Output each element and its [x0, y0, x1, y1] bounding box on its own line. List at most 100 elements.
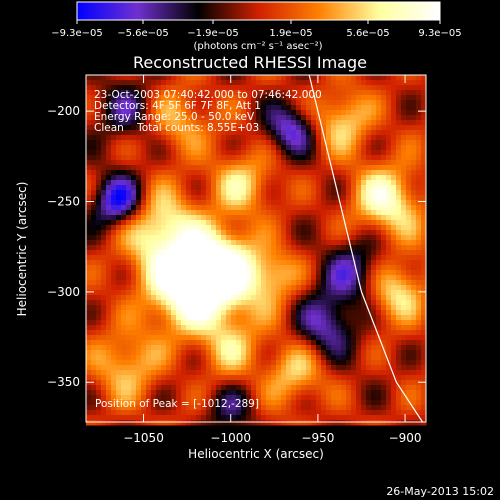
heatmap-cell	[381, 165, 387, 171]
heatmap-cell	[266, 265, 272, 271]
heatmap-cell	[136, 370, 142, 376]
heatmap-cell	[326, 230, 332, 236]
heatmap-cell	[361, 210, 367, 216]
heatmap-cell	[196, 285, 202, 291]
heatmap-cell	[216, 100, 222, 106]
heatmap-cell	[156, 130, 162, 136]
heatmap-cell	[256, 345, 262, 351]
heatmap-cell	[381, 170, 387, 176]
heatmap-cell	[416, 95, 422, 101]
heatmap-cell	[111, 280, 117, 286]
heatmap-cell	[231, 320, 237, 326]
heatmap-cell	[396, 135, 402, 141]
heatmap-cell	[131, 110, 137, 116]
heatmap-cell	[391, 365, 397, 371]
heatmap-cell	[276, 150, 282, 156]
heatmap-cell	[406, 320, 412, 326]
heatmap-cell	[141, 375, 147, 381]
heatmap-cell	[236, 215, 242, 221]
heatmap-cell	[131, 380, 137, 386]
heatmap-cell	[101, 420, 107, 426]
heatmap-cell	[206, 100, 212, 106]
heatmap-cell	[166, 80, 172, 86]
heatmap-cell	[241, 175, 247, 181]
heatmap-cell	[91, 235, 97, 241]
heatmap-cell	[276, 350, 282, 356]
heatmap-cell	[156, 180, 162, 186]
heatmap-cell	[251, 390, 257, 396]
heatmap-cell	[126, 280, 132, 286]
heatmap-cell	[401, 210, 407, 216]
heatmap-cell	[376, 90, 382, 96]
heatmap-cell	[151, 215, 157, 221]
heatmap-cell	[131, 185, 137, 191]
heatmap-cell	[256, 340, 262, 346]
heatmap-cell	[331, 190, 337, 196]
heatmap-cell	[86, 275, 92, 281]
heatmap-cell	[136, 180, 142, 186]
heatmap-cell	[301, 305, 307, 311]
heatmap-cell	[166, 245, 172, 251]
heatmap-cell	[151, 235, 157, 241]
heatmap-cell	[286, 150, 292, 156]
heatmap-cell	[206, 165, 212, 171]
heatmap-cell	[286, 355, 292, 361]
heatmap-cell	[146, 245, 152, 251]
heatmap-cell	[111, 390, 117, 396]
heatmap-cell	[156, 305, 162, 311]
heatmap-cell	[186, 220, 192, 226]
heatmap-cell	[326, 110, 332, 116]
heatmap-cell	[106, 405, 112, 411]
heatmap-cell	[361, 230, 367, 236]
heatmap-cell	[236, 235, 242, 241]
heatmap-cell	[241, 205, 247, 211]
heatmap-cell	[311, 155, 317, 161]
heatmap-cell	[251, 190, 257, 196]
heatmap-cell	[101, 205, 107, 211]
heatmap-cell	[191, 295, 197, 301]
heatmap-cell	[291, 325, 297, 331]
heatmap-cell	[146, 185, 152, 191]
heatmap-cell	[376, 415, 382, 421]
heatmap-cell	[251, 270, 257, 276]
heatmap-cell	[396, 360, 402, 366]
heatmap-cell	[231, 85, 237, 91]
heatmap-cell	[411, 365, 417, 371]
heatmap-cell	[336, 410, 342, 416]
heatmap-cell	[101, 130, 107, 136]
heatmap-cell	[346, 180, 352, 186]
heatmap-cell	[91, 100, 97, 106]
heatmap-cell	[116, 110, 122, 116]
heatmap-cell	[406, 250, 412, 256]
heatmap-cell	[131, 390, 137, 396]
heatmap-cell	[376, 160, 382, 166]
heatmap-cell	[366, 395, 372, 401]
heatmap-cell	[106, 185, 112, 191]
heatmap-cell	[91, 130, 97, 136]
heatmap-cell	[91, 340, 97, 346]
heatmap-cell	[221, 330, 227, 336]
heatmap-cell	[421, 305, 427, 311]
heatmap-cell	[216, 235, 222, 241]
heatmap-cell	[256, 250, 262, 256]
heatmap-cell	[181, 170, 187, 176]
colorbar-tick-label: −1.9e−05	[187, 28, 239, 39]
heatmap-cell	[366, 90, 372, 96]
heatmap-cell	[236, 360, 242, 366]
heatmap-cell	[276, 105, 282, 111]
heatmap-cell	[161, 340, 167, 346]
heatmap-cell	[236, 190, 242, 196]
heatmap-cell	[321, 95, 327, 101]
heatmap-cell	[301, 140, 307, 146]
heatmap-cell	[346, 195, 352, 201]
heatmap-cell	[141, 180, 147, 186]
heatmap-cell	[336, 265, 342, 271]
heatmap-cell	[186, 400, 192, 406]
heatmap-cell	[271, 195, 277, 201]
heatmap-cell	[241, 85, 247, 91]
peak-position-label: Position of Peak = [-1012,-289]	[95, 398, 259, 410]
heatmap-cell	[261, 95, 267, 101]
heatmap-cell	[341, 170, 347, 176]
heatmap-cell	[206, 180, 212, 186]
heatmap-cell	[281, 310, 287, 316]
